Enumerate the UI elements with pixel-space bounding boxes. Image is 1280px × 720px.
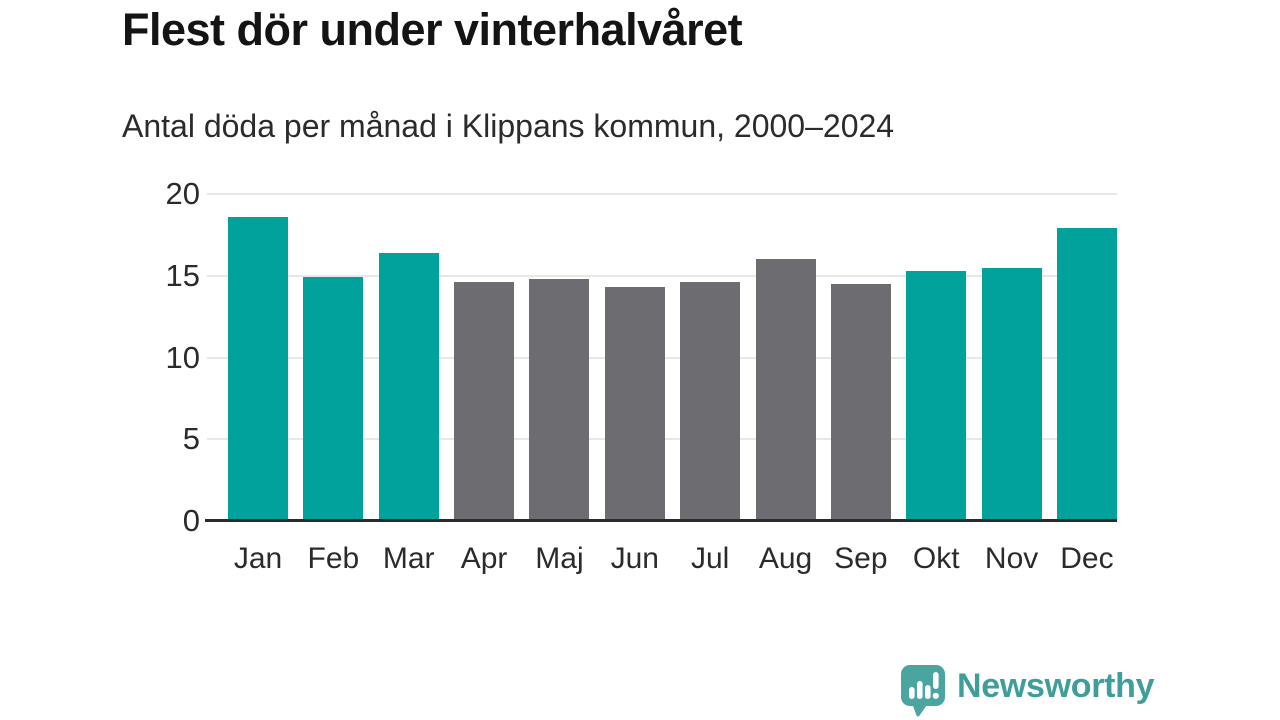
bar-maj [529, 279, 590, 521]
bar-aug [755, 259, 816, 521]
x-tick-label-jan: Jan [233, 542, 283, 575]
newsworthy-logo-icon [901, 665, 945, 717]
newsworthy-branding: Newsworthy [898, 662, 1155, 718]
x-tick-label-sep: Sep [834, 542, 888, 575]
x-tick-label-feb: Feb [307, 542, 360, 575]
bar-feb [303, 277, 364, 521]
x-tick-label-jun: Jun [610, 542, 659, 575]
y-tick-label-20: 20 [165, 176, 200, 211]
chart-subtitle: Antal döda per månad i Klippans kommun, … [122, 108, 895, 144]
x-tick-label-okt: Okt [912, 542, 960, 575]
y-tick-label-5: 5 [182, 421, 200, 457]
x-tick-label-apr: Apr [460, 542, 508, 575]
x-axis-line [205, 519, 1117, 522]
bar-jan [228, 216, 288, 521]
bar-jul [680, 282, 741, 521]
x-tick-label-mar: Mar [382, 542, 435, 575]
y-tick-label-10: 10 [165, 339, 200, 375]
x-tick-label-nov: Nov [984, 542, 1039, 575]
x-tick-label-dec: Dec [1060, 542, 1114, 575]
bar-dec [1056, 228, 1117, 521]
bar-nov [981, 267, 1042, 521]
bar-apr [454, 282, 515, 521]
bar-chart-plot-area [207, 193, 1117, 521]
bar-mar [378, 252, 439, 521]
gridline-y-20 [207, 193, 1117, 195]
bar-okt [906, 270, 967, 521]
chart-title: Flest dör under vinterhalvåret [122, 4, 743, 55]
bar-sep [830, 283, 891, 521]
bar-jun [604, 287, 665, 521]
y-tick-label-0: 0 [182, 503, 200, 538]
gridline-y-15 [207, 274, 1117, 277]
newsworthy-logo-text: Newsworthy [957, 666, 1155, 705]
x-tick-label-maj: Maj [535, 542, 584, 575]
y-tick-label-15: 15 [165, 257, 200, 293]
x-tick-label-jul: Jul [690, 542, 730, 575]
x-tick-label-aug: Aug [758, 542, 813, 575]
